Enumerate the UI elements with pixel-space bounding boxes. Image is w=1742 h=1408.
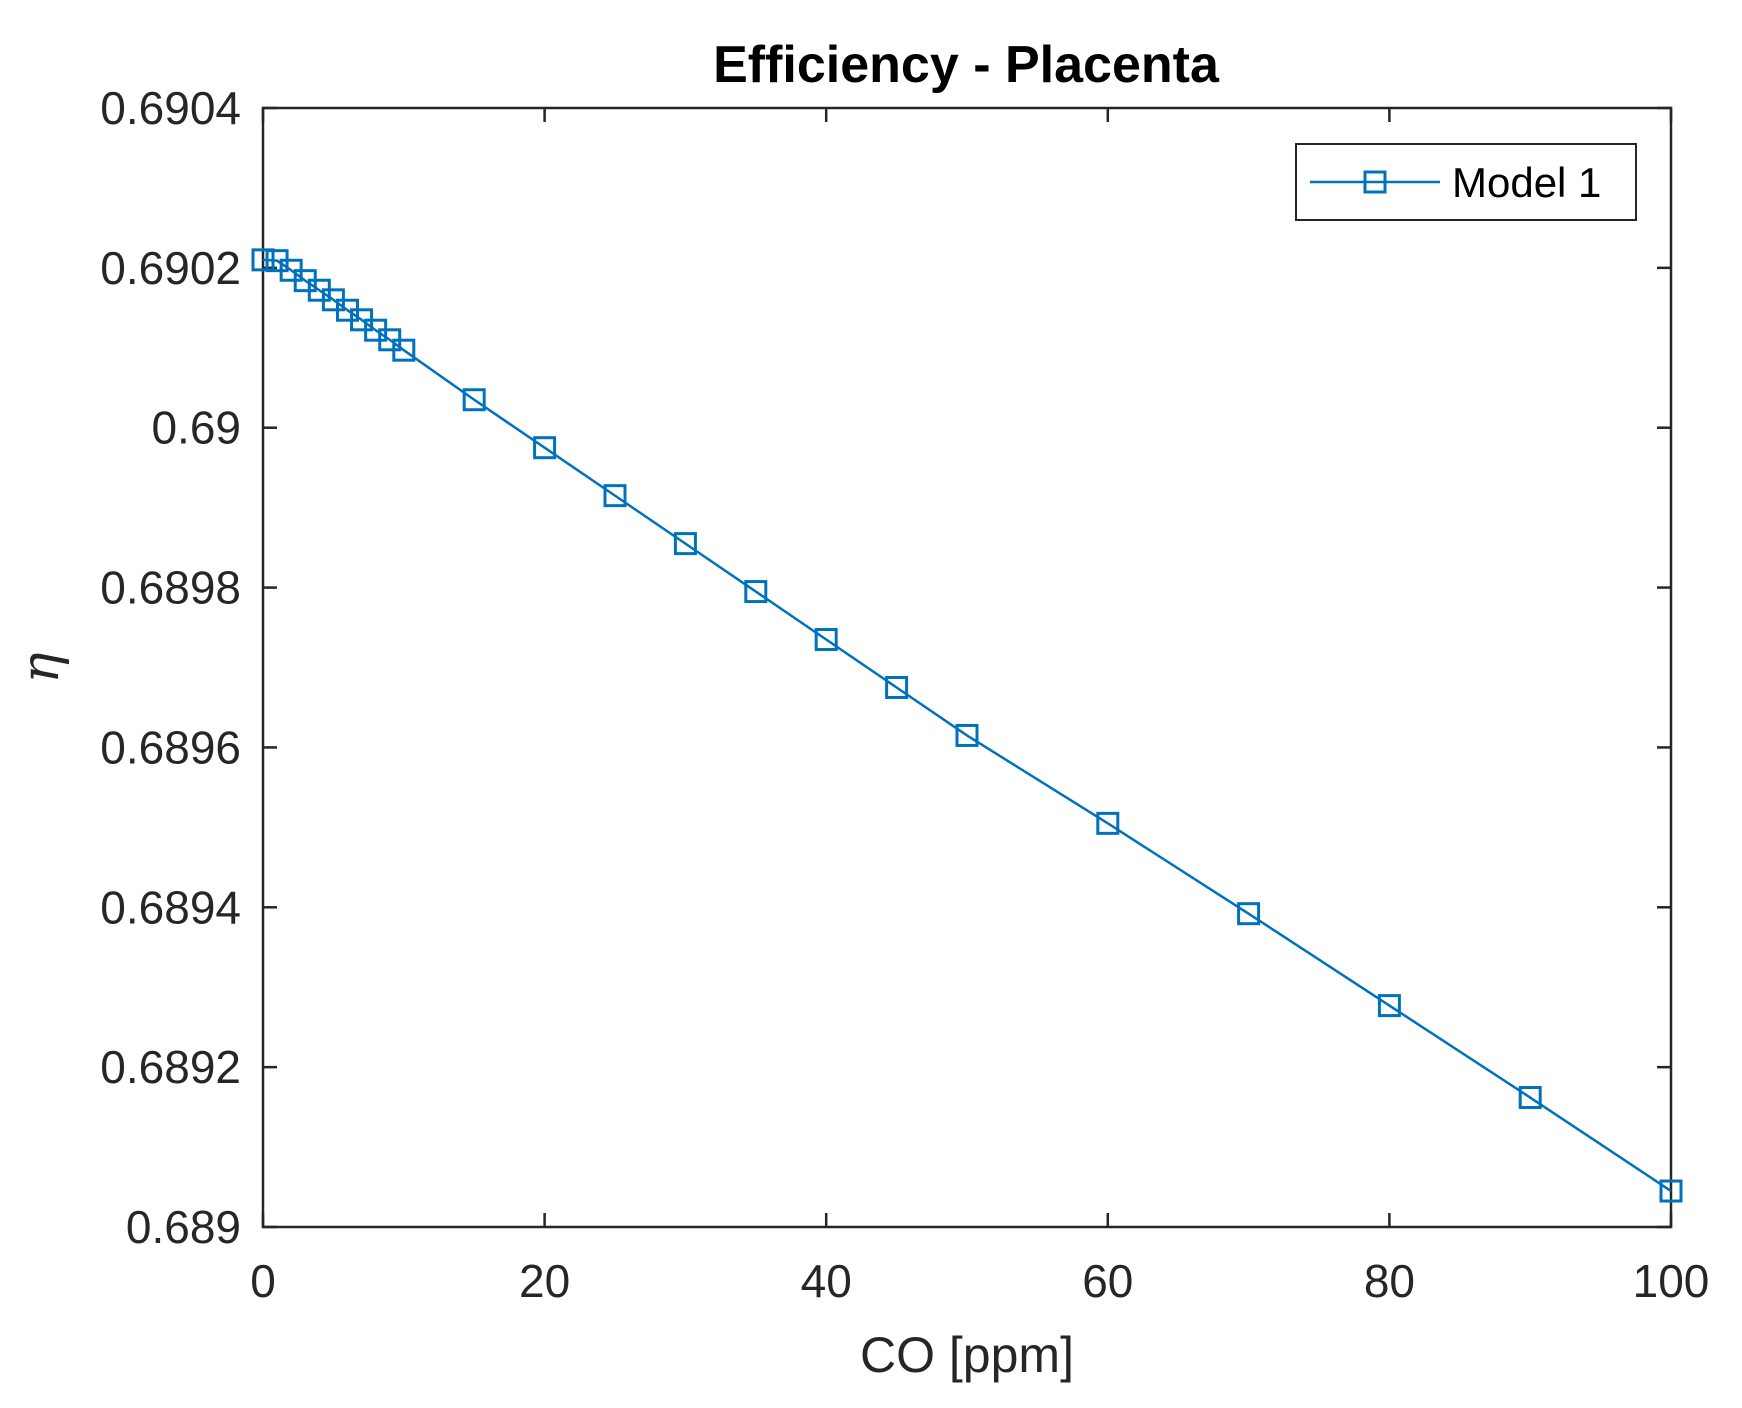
y-tick-label: 0.6892 — [100, 1041, 241, 1093]
y-tick-label: 0.6894 — [100, 881, 241, 933]
data-point-marker — [744, 580, 768, 604]
legend-label: Model 1 — [1452, 159, 1601, 206]
data-point-marker — [533, 436, 557, 460]
data-point-marker — [1518, 1086, 1542, 1110]
y-axis-ticks: 0.689 0.6892 0.6894 0.6896 0.6898 0.69 0.6902 0… — [100, 82, 1671, 1253]
y-axis-label: η — [11, 652, 71, 683]
y-tick-label: 0.689 — [126, 1201, 241, 1253]
plot-area — [261, 106, 1673, 1229]
data-point-marker — [603, 484, 627, 508]
data-point-marker — [814, 628, 838, 652]
x-tick-label: 20 — [519, 1255, 570, 1307]
x-tick-label: 80 — [1364, 1255, 1415, 1307]
data-point-marker — [392, 338, 416, 362]
y-tick-label: 0.6898 — [100, 562, 241, 614]
data-point-marker — [1377, 994, 1401, 1018]
data-point-marker — [955, 723, 979, 747]
y-tick-label: 0.6896 — [100, 721, 241, 773]
legend: Model 1 — [1295, 143, 1637, 221]
x-axis-ticks: 0 20 40 60 80 100 — [250, 108, 1709, 1307]
data-point-marker — [462, 388, 486, 412]
data-point-marker — [251, 248, 275, 272]
data-point-marker — [1237, 902, 1261, 926]
chart-title: Efficiency - Placenta — [713, 36, 1220, 94]
legend-marker — [1363, 170, 1387, 194]
x-tick-label: 100 — [1633, 1255, 1710, 1307]
x-tick-label: 60 — [1082, 1255, 1133, 1307]
x-axis-label: CO [ppm] — [860, 1327, 1074, 1383]
y-tick-label: 0.6904 — [100, 82, 241, 134]
x-tick-label: 0 — [250, 1255, 276, 1307]
data-point-marker — [673, 532, 697, 556]
data-point-marker — [1659, 1179, 1683, 1203]
data-point-marker — [885, 675, 909, 699]
x-tick-label: 40 — [801, 1255, 852, 1307]
series-layer — [251, 248, 1683, 1203]
y-tick-label: 0.6902 — [100, 242, 241, 294]
y-tick-label: 0.69 — [151, 402, 241, 454]
data-point-marker — [1096, 811, 1120, 835]
series-line — [262, 258, 1672, 1193]
